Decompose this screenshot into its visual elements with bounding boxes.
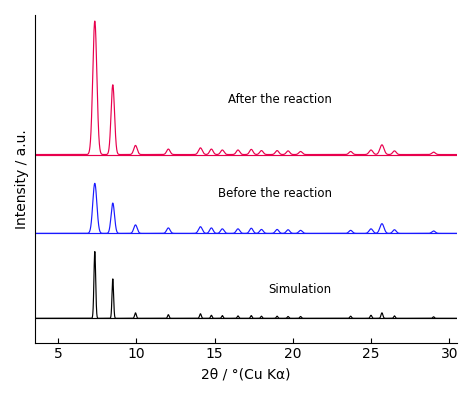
Text: Before the reaction: Before the reaction: [218, 187, 332, 200]
Text: Simulation: Simulation: [269, 283, 332, 296]
Y-axis label: Intensity / a.u.: Intensity / a.u.: [15, 129, 29, 228]
Text: After the reaction: After the reaction: [228, 93, 332, 107]
X-axis label: 2θ / °(Cu Kα): 2θ / °(Cu Kα): [201, 367, 291, 381]
